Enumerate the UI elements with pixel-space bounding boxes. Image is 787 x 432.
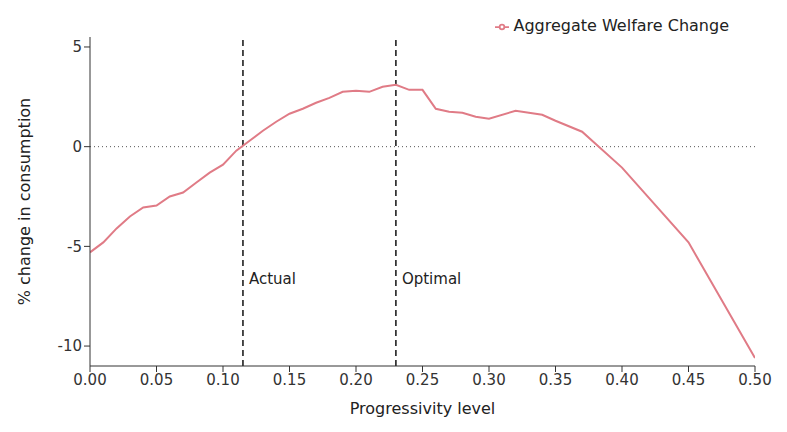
svg-text:0.10: 0.10 — [206, 371, 239, 389]
svg-text:0.40: 0.40 — [605, 371, 638, 389]
svg-text:-10: -10 — [58, 337, 83, 355]
svg-text:0.20: 0.20 — [339, 371, 372, 389]
svg-text:0.25: 0.25 — [406, 371, 439, 389]
svg-text:Optimal: Optimal — [402, 270, 461, 288]
html-text:Aggregate Welfare Change: Aggregate Welfare Change — [513, 16, 729, 35]
svg-text:Actual: Actual — [249, 270, 296, 288]
svg-text:0.00: 0.00 — [73, 371, 106, 389]
svg-text:0.30: 0.30 — [472, 371, 505, 389]
svg-text:5: 5 — [72, 38, 82, 56]
svg-text:0.05: 0.05 — [140, 371, 173, 389]
svg-text:0.15: 0.15 — [273, 371, 306, 389]
svg-text:Progressivity level: Progressivity level — [350, 399, 496, 418]
svg-text:% change in consumption: % change in consumption — [15, 98, 34, 306]
svg-text:0.35: 0.35 — [539, 371, 572, 389]
svg-text:0: 0 — [72, 138, 82, 156]
svg-text:0.45: 0.45 — [672, 371, 705, 389]
svg-text:0.50: 0.50 — [738, 371, 771, 389]
svg-text:-5: -5 — [67, 238, 82, 256]
